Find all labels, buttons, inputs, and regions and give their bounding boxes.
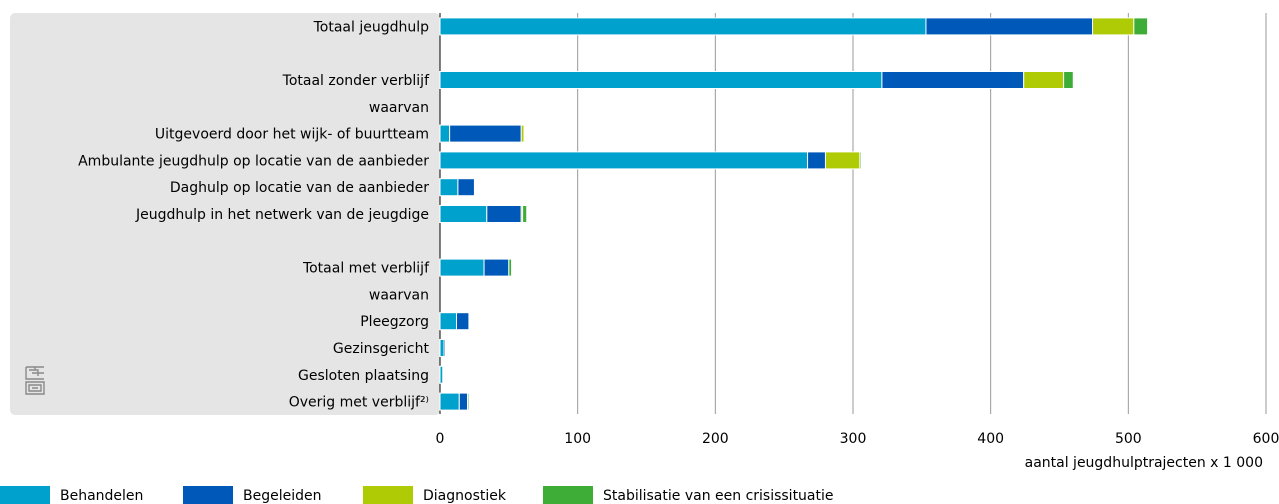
- category-label: waarvan: [369, 100, 429, 116]
- legend-label: Diagnostiek: [423, 488, 507, 504]
- category-label: Totaal jeugdhulp: [313, 19, 430, 35]
- bar-segment: [439, 71, 883, 89]
- bar-segment: [1063, 71, 1074, 89]
- category-labels: Totaal jeugdhulp Totaal zonder verblijf wa…: [78, 19, 430, 410]
- bar-segment: [449, 124, 522, 143]
- legend-swatch: [543, 486, 593, 504]
- bar-segment: [439, 17, 927, 36]
- x-tick-label: 600: [1253, 431, 1279, 447]
- bar-segment: [483, 258, 510, 277]
- category-label: Daghulp op locatie van de aanbieder: [170, 180, 429, 196]
- legend-label: Begeleiden: [243, 488, 321, 504]
- bar-segment: [439, 312, 458, 331]
- category-panel-background: [10, 13, 440, 415]
- legend-swatch: [0, 486, 50, 504]
- bar-segment: [1023, 71, 1065, 89]
- bar-segment: [439, 151, 809, 170]
- bar-segment: [1133, 17, 1149, 36]
- category-label: Uitgevoerd door het wijk- of buurtteam: [155, 127, 429, 143]
- bar-segment: [859, 151, 862, 170]
- bar-segment: [486, 205, 522, 223]
- category-label: Pleegzorg: [360, 314, 429, 330]
- category-label: waarvan: [369, 287, 429, 303]
- bar-segment: [439, 178, 459, 197]
- bar-segment: [439, 365, 444, 384]
- legend-label: Behandelen: [60, 488, 143, 504]
- bar-segment: [456, 312, 470, 331]
- x-tick-label: 500: [1115, 431, 1142, 447]
- x-axis-title: aantal jeugdhulptrajecten x 1 000: [1025, 455, 1263, 471]
- bar-segment: [439, 339, 445, 357]
- bar-segment: [522, 205, 528, 223]
- bar-segment: [457, 178, 475, 197]
- bar-segment: [824, 151, 861, 170]
- legend-label: Stabilisatie van een crisissituatie: [603, 488, 834, 504]
- x-tick-label: 300: [840, 431, 867, 447]
- bar-segment: [439, 258, 485, 277]
- bar-segment: [439, 205, 488, 223]
- bar-segment: [443, 339, 447, 357]
- category-panel: [10, 13, 440, 415]
- bar-segment: [439, 124, 451, 143]
- category-label: Totaal zonder verblijf: [282, 73, 430, 89]
- category-label: Totaal met verblijf: [302, 261, 430, 277]
- bars: [439, 17, 1149, 411]
- x-tick-label: 200: [702, 431, 729, 447]
- bar-segment: [807, 151, 826, 170]
- category-label: Gezinsgericht: [333, 341, 430, 357]
- category-label: Jeugdhulp in het netwerk van de jeugdige: [135, 207, 429, 223]
- bar-segment: [520, 124, 525, 143]
- x-tick-label: 0: [436, 431, 445, 447]
- category-label: Gesloten plaatsing: [298, 368, 429, 384]
- bar-segment: [925, 17, 1094, 36]
- x-tick-label: 100: [564, 431, 591, 447]
- bar-segment: [467, 392, 470, 411]
- bar-segment: [439, 392, 460, 411]
- x-axis-ticks: 0 100 200 300 400 500 600: [436, 431, 1279, 447]
- bar-segment: [458, 392, 469, 411]
- bar-segment: [508, 258, 513, 277]
- legend: Behandelen Begeleiden Diagnostiek Stabilisa…: [0, 486, 834, 504]
- legend-swatch: [363, 486, 413, 504]
- category-label: Overig met verblijf²⁾: [289, 395, 429, 411]
- x-tick-label: 400: [977, 431, 1004, 447]
- legend-swatch: [183, 486, 233, 504]
- bar-segment: [881, 71, 1025, 89]
- logo-icon: [25, 366, 45, 395]
- bar-segment: [1092, 17, 1135, 36]
- category-label: Ambulante jeugdhulp op locatie van de aa…: [78, 153, 429, 169]
